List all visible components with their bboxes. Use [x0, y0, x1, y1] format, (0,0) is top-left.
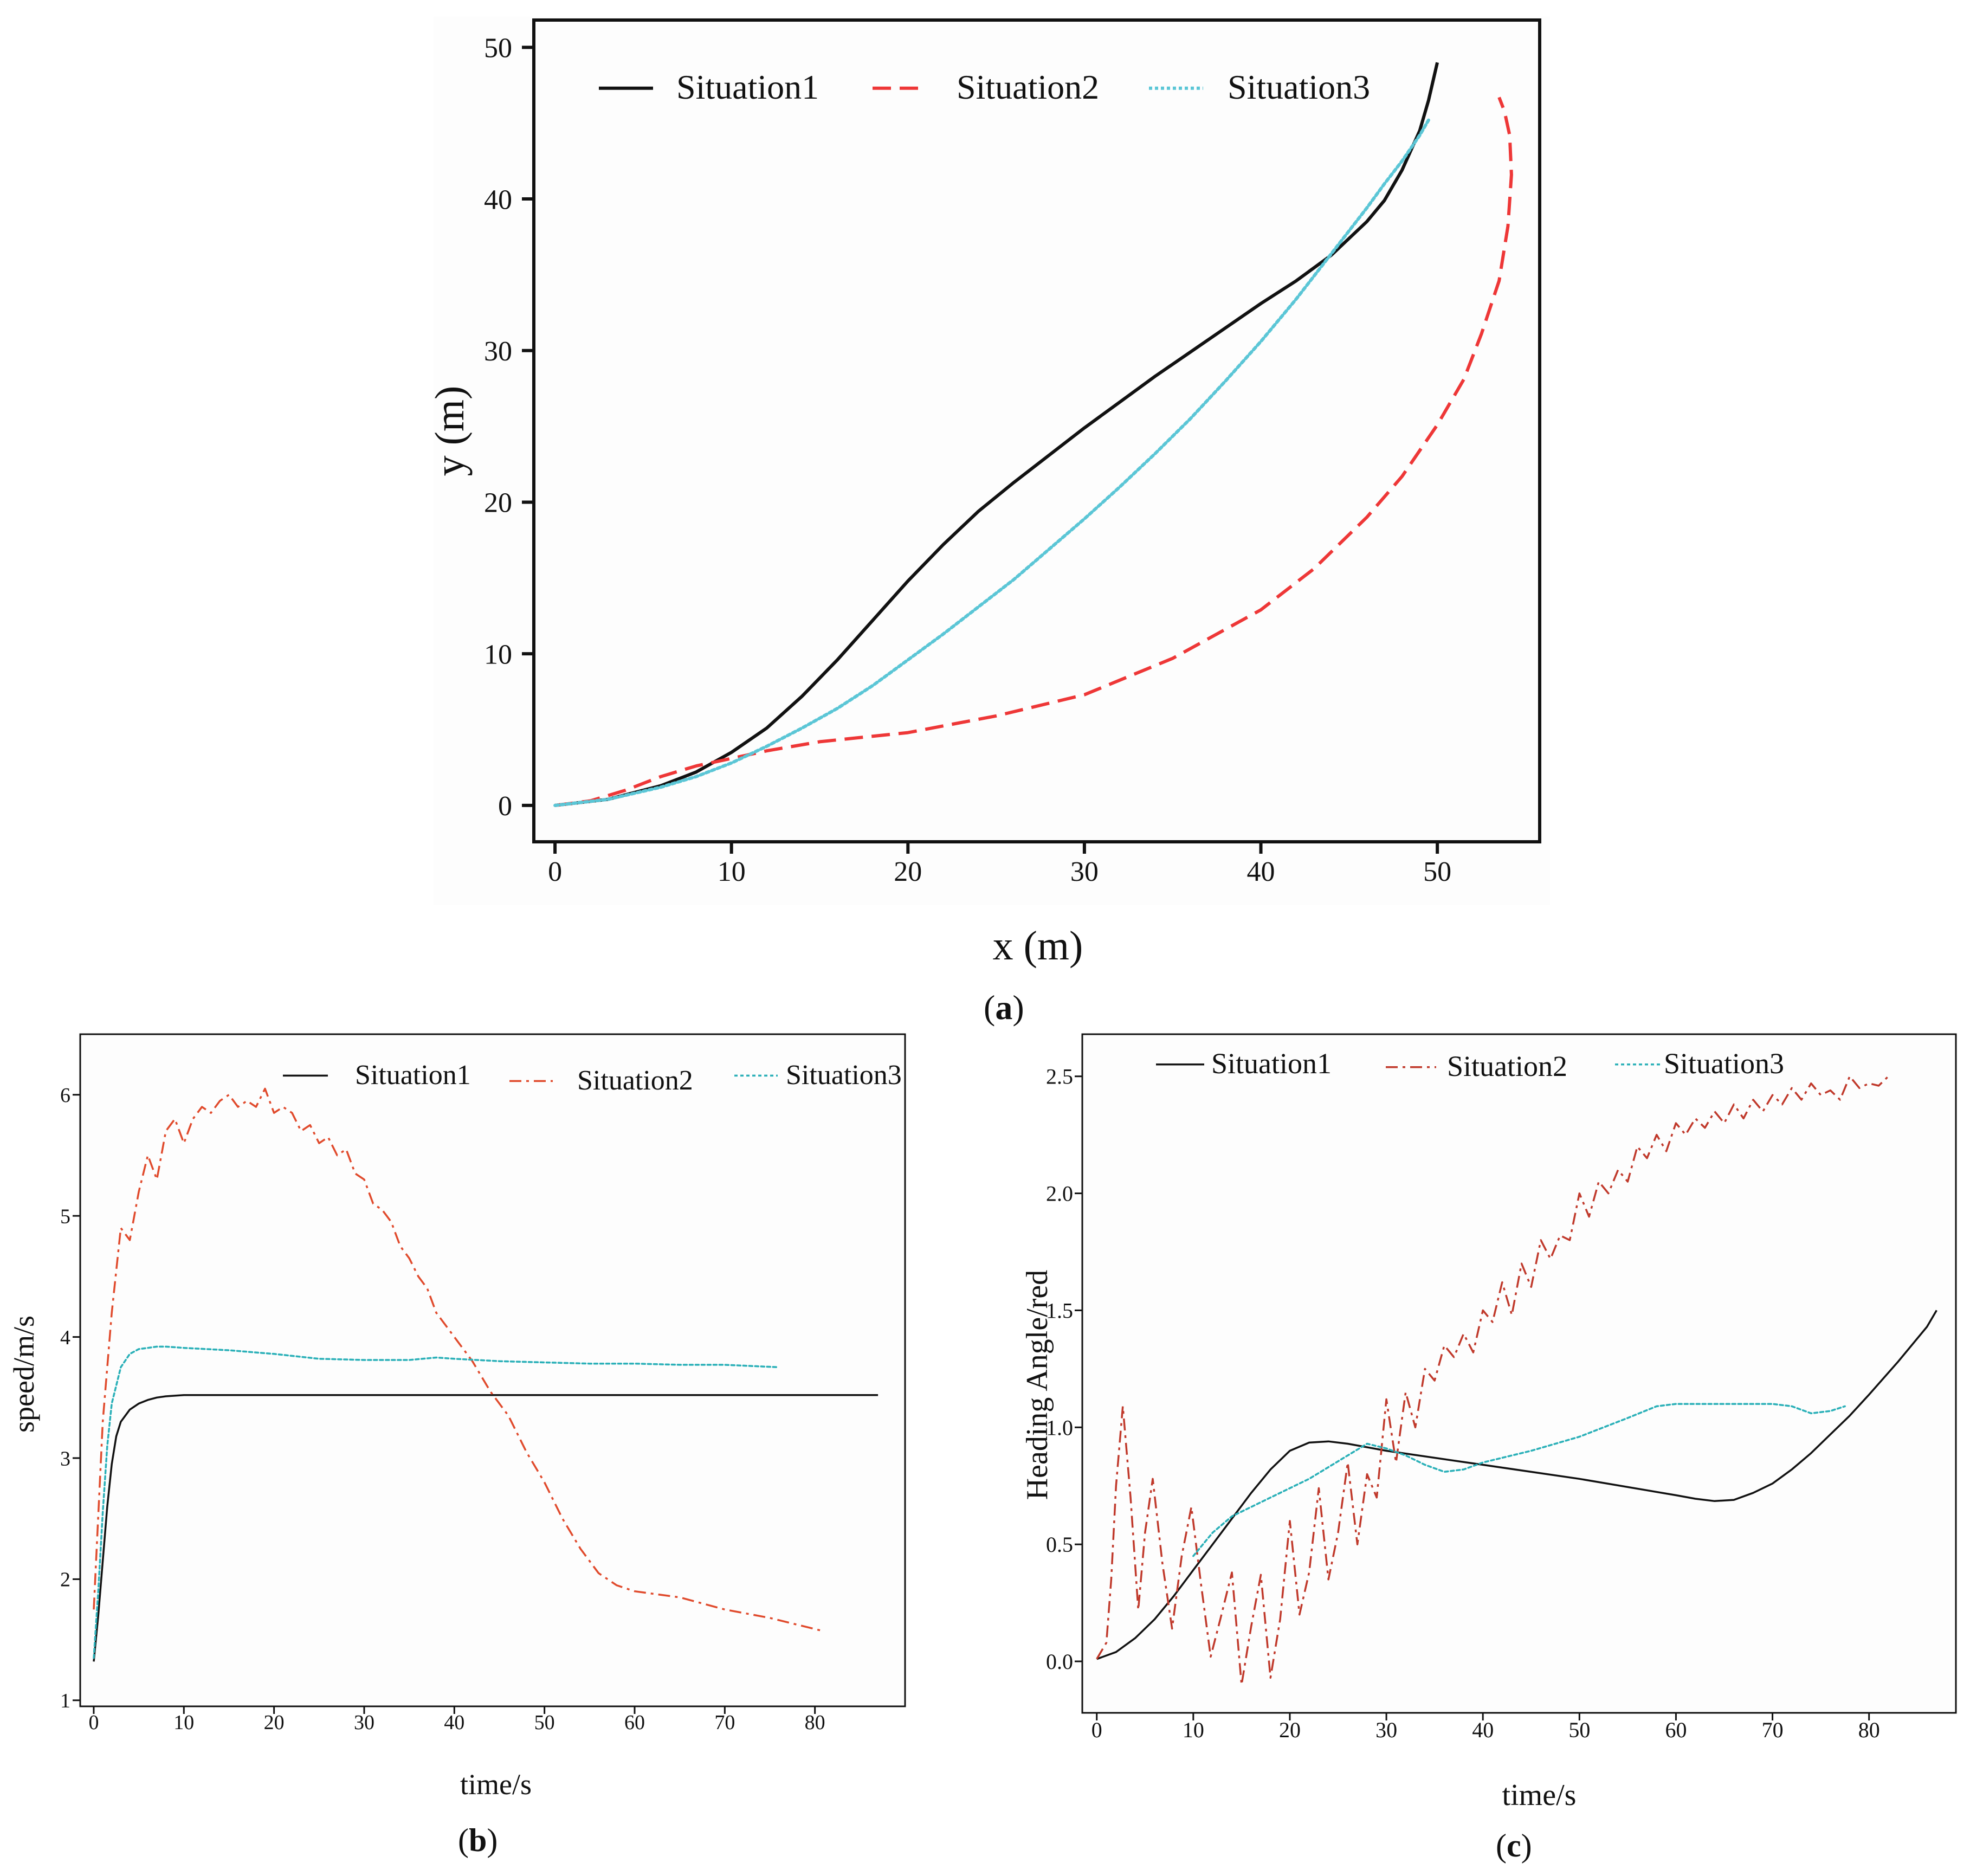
plot-frame: [532, 18, 1541, 843]
series-line-situation1: [93, 1394, 879, 1662]
x-tick-label: 20: [1279, 1718, 1301, 1742]
series-line-situation3: [93, 1345, 780, 1659]
y-tick-label: 0.5: [1046, 1532, 1073, 1557]
panel-label-open: (: [984, 988, 995, 1027]
legend-label-situation3: Situation3: [1228, 68, 1370, 106]
legend-label-situation2: Situation2: [1447, 1050, 1567, 1082]
series-line-situation1: [1096, 1310, 1937, 1660]
legend-label-situation1: Situation1: [355, 1060, 471, 1091]
panel-label-open: (: [1496, 1828, 1507, 1864]
series-line-situation2: [1096, 1075, 1889, 1686]
y-tick-label: 0: [498, 791, 512, 822]
y-tick-label: 40: [484, 184, 512, 215]
x-tick-label: 60: [624, 1711, 645, 1734]
legend-label-situation2: Situation2: [577, 1065, 693, 1096]
panel-label-close: ): [1521, 1828, 1532, 1864]
panel-label: (c): [1496, 1828, 1532, 1864]
series-line-situation3: [553, 118, 1430, 807]
x-axis-label: time/s: [1502, 1778, 1577, 1812]
panel-a: 0 10 20 30 40 50 0 10 20 30 40 50 x (m) y (m) Situatio…: [427, 16, 1550, 1027]
series-line-situation2: [554, 96, 1513, 807]
legend-label-situation3: Situation3: [1664, 1047, 1784, 1080]
panel-b: 0 10 20 30 40 50 60 70 80 1 2 3 4 5 6 time/s speed/m/s Si…: [8, 1033, 906, 1858]
legend-label-situation1: Situation1: [1211, 1047, 1332, 1080]
x-tick-label: 0: [88, 1711, 99, 1734]
y-tick-label: 4: [60, 1326, 70, 1349]
y-axis-label: speed/m/s: [8, 1316, 40, 1433]
y-tick-label: 5: [60, 1205, 70, 1228]
y-tick-label: 1.5: [1046, 1298, 1073, 1323]
panel-label: (a): [984, 988, 1024, 1027]
panel-label-open: (: [458, 1822, 469, 1858]
y-tick-label: 3: [60, 1447, 70, 1470]
legend-label-situation2: Situation2: [957, 68, 1099, 106]
x-tick-label: 40: [1472, 1718, 1494, 1742]
panel-label-letter: a: [995, 988, 1012, 1027]
x-tick-label: 50: [1568, 1718, 1590, 1742]
legend-label-situation3: Situation3: [786, 1060, 902, 1091]
panel-label: (b): [458, 1822, 498, 1858]
series-line-situation3: [1192, 1403, 1846, 1557]
x-tick-label: 10: [718, 856, 746, 887]
panel-label-close: ): [1012, 988, 1024, 1027]
x-tick-label: 80: [805, 1711, 825, 1734]
x-tick-label: 10: [1183, 1718, 1204, 1742]
x-tick-label: 30: [354, 1711, 374, 1734]
x-axis-label: x (m): [993, 923, 1083, 969]
y-axis-label: Heading Angle/red: [1020, 1270, 1054, 1500]
panel-label-close: ): [487, 1822, 498, 1858]
x-tick-label: 20: [894, 856, 922, 887]
y-tick-label: 10: [484, 639, 512, 670]
y-tick-label: 1: [60, 1690, 70, 1712]
x-tick-label: 40: [1247, 856, 1275, 887]
panel-c: 0 10 20 30 40 50 60 70 80 0.0 0.5 1.0 1.5 2.0 2.5 time/…: [1020, 1033, 1957, 1864]
plot-frame: [1081, 1033, 1957, 1714]
x-tick-label: 30: [1375, 1718, 1397, 1742]
x-tick-label: 50: [1423, 856, 1451, 887]
panel-label-letter: b: [469, 1822, 487, 1858]
series-line-situation2: [93, 1087, 824, 1633]
y-tick-label: 0.0: [1046, 1649, 1073, 1674]
y-axis-label: y (m): [427, 386, 473, 476]
x-tick-label: 0: [1091, 1718, 1102, 1742]
panel-label-letter: c: [1507, 1828, 1521, 1864]
x-tick-label: 20: [264, 1711, 285, 1734]
y-tick-label: 2.5: [1046, 1065, 1073, 1089]
x-tick-label: 80: [1858, 1718, 1880, 1742]
x-tick-label: 0: [548, 856, 562, 887]
x-tick-label: 40: [444, 1711, 464, 1734]
x-tick-label: 50: [534, 1711, 555, 1734]
x-axis-label: time/s: [460, 1768, 532, 1801]
y-tick-label: 1.0: [1046, 1415, 1073, 1440]
x-tick-label: 70: [1762, 1718, 1784, 1742]
y-tick-label: 30: [484, 336, 512, 367]
y-tick-label: 2.0: [1046, 1182, 1073, 1206]
x-tick-label: 10: [173, 1711, 194, 1734]
x-tick-label: 60: [1665, 1718, 1687, 1742]
series-line-situation1: [554, 62, 1439, 807]
y-tick-label: 6: [60, 1084, 70, 1107]
x-tick-label: 30: [1070, 856, 1099, 887]
plot-background: [1082, 1034, 1956, 1713]
y-tick-label: 20: [484, 488, 512, 519]
plot-frame: [79, 1033, 906, 1707]
y-tick-label: 50: [484, 33, 512, 64]
plot-background: [80, 1034, 905, 1706]
plot-background: [434, 16, 1550, 905]
x-tick-label: 70: [714, 1711, 735, 1734]
y-tick-label: 2: [60, 1569, 70, 1591]
legend-label-situation1: Situation1: [676, 68, 819, 106]
